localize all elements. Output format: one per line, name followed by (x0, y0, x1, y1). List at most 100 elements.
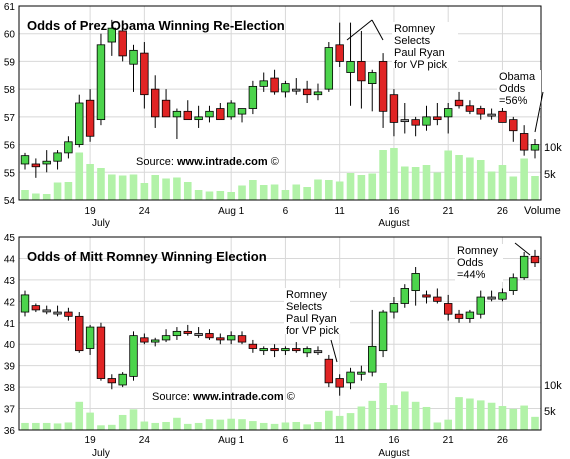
candle-body (205, 333, 214, 339)
volume-bar (259, 422, 268, 430)
volume-bar (303, 424, 311, 430)
volume-tick-label: 10k (544, 142, 562, 154)
candle-body (151, 339, 160, 343)
volume-bar (21, 190, 29, 200)
volume-bar (238, 185, 246, 200)
volume-bar (205, 191, 214, 200)
volume-bar (335, 415, 344, 430)
x-tick-label: Aug 1 (218, 435, 245, 446)
y-tick-label: 61 (4, 2, 16, 13)
volume-bar (173, 417, 181, 430)
y-tick-label: 43 (4, 276, 16, 287)
candle-body (368, 72, 377, 84)
volume-bar (433, 422, 442, 430)
volume-bar (498, 165, 507, 200)
volume-bar (368, 173, 377, 200)
source-label: Source: www.intrade.com © (152, 391, 295, 403)
volume-bar (140, 421, 149, 430)
candle-body (20, 155, 30, 165)
candle-body (519, 255, 529, 279)
volume-bar (357, 175, 366, 200)
candle-body (346, 371, 355, 384)
volume-bar (86, 412, 94, 430)
candle-body (248, 343, 258, 349)
candle-body (281, 83, 290, 93)
candle-body (31, 163, 41, 168)
x-tick-label: 19 (85, 435, 97, 446)
candle-body (129, 335, 138, 377)
volume-bar (466, 398, 474, 430)
x-tick-label: 24 (139, 206, 151, 217)
volume-bar (53, 182, 62, 200)
volume-bar (151, 175, 160, 200)
volume-bar (216, 191, 225, 200)
candle-body (75, 315, 84, 352)
candle-body (530, 255, 540, 264)
x-tick-label: 26 (497, 206, 509, 217)
annotation-box (284, 288, 350, 334)
volume-bar (32, 422, 40, 430)
volume-bar (466, 157, 474, 200)
y-tick-label: 58 (4, 85, 16, 96)
y-tick-label: 54 (4, 196, 16, 207)
candle-body (313, 350, 323, 354)
volume-bar (281, 190, 290, 200)
candle-body (226, 102, 236, 118)
volume-bar (183, 182, 192, 200)
month-label: July (92, 218, 110, 229)
volume-bar (411, 167, 420, 200)
volume-bar (183, 423, 192, 430)
x-tick-label: 21 (443, 206, 455, 217)
y-tick-label: 57 (4, 113, 16, 124)
volume-bar (357, 406, 366, 430)
candle-body (519, 133, 529, 151)
annotation-text: Romney (286, 289, 327, 301)
candle-body (107, 378, 117, 384)
annotation-text: Selects (286, 301, 323, 313)
candle-body (346, 61, 355, 73)
volume-bar (509, 176, 518, 200)
candle-body (454, 313, 464, 319)
volume-bar (411, 401, 420, 430)
volume-bar (173, 177, 181, 200)
candle-body (357, 371, 366, 375)
volume-bar (238, 419, 246, 430)
volume-bar (86, 164, 94, 200)
volume-bar (390, 148, 398, 200)
candle-body (476, 296, 485, 315)
candle-body (140, 337, 149, 343)
volume-bar (205, 419, 214, 430)
annotation-text: Selects (394, 35, 431, 47)
candle-body (226, 335, 236, 341)
candle-body (248, 85, 258, 109)
volume-bar (270, 184, 279, 200)
y-tick-label: 41 (4, 319, 16, 330)
candle-body (237, 335, 247, 343)
volume-bar (194, 190, 203, 200)
candle-body (259, 348, 268, 352)
candle-body (118, 30, 127, 57)
volume-bar (42, 194, 51, 200)
annotation-text: Obama (499, 71, 536, 83)
volume-bar (162, 178, 170, 200)
annotation-text: Odds (499, 83, 526, 95)
candle-body (443, 303, 453, 315)
candle-body (509, 119, 518, 132)
volume-bar (216, 419, 225, 430)
volume-bar (64, 422, 73, 430)
volume-bar (444, 150, 452, 200)
candle-body (216, 337, 225, 341)
volume-bar (129, 409, 138, 430)
volume-bar (368, 400, 377, 430)
annotation-text: Odds (457, 257, 484, 269)
volume-bar (400, 391, 409, 430)
candle-body (85, 326, 95, 349)
candle-body (498, 292, 507, 300)
month-label: July (92, 448, 110, 459)
candle-body (368, 345, 377, 373)
volume-bar (400, 166, 409, 200)
candle-body (118, 373, 127, 386)
x-tick-label: 16 (388, 435, 400, 446)
volume-tick-label: 10k (544, 380, 562, 392)
